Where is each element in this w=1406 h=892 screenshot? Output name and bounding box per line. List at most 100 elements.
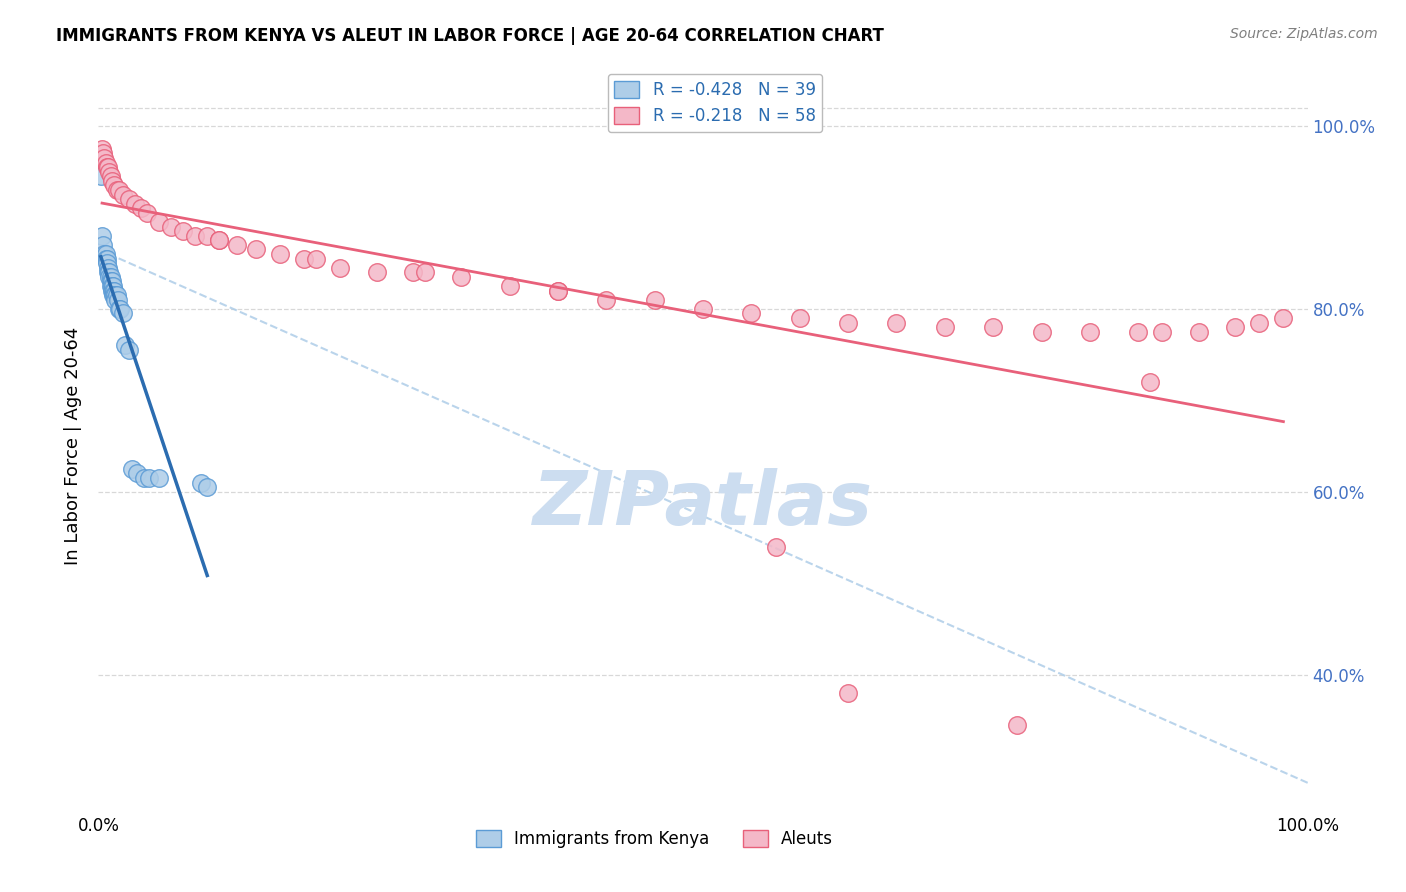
Legend: Immigrants from Kenya, Aleuts: Immigrants from Kenya, Aleuts <box>470 823 839 855</box>
Point <box>547 284 569 298</box>
Point <box>195 480 218 494</box>
Point <box>98 164 121 178</box>
Point <box>329 260 352 275</box>
Point <box>104 288 127 302</box>
Point <box>121 462 143 476</box>
Point <box>692 301 714 316</box>
Point <box>1272 310 1295 325</box>
Point <box>1139 375 1161 389</box>
Point <box>100 275 122 289</box>
Point <box>100 269 122 284</box>
Point <box>103 288 125 302</box>
Point <box>1223 320 1246 334</box>
Point <box>1188 325 1211 339</box>
Point <box>644 293 666 307</box>
Point <box>98 269 121 284</box>
Point <box>96 160 118 174</box>
Point <box>305 252 328 266</box>
Point <box>292 252 315 266</box>
Point <box>245 243 267 257</box>
Point <box>104 293 127 307</box>
Point <box>93 151 115 165</box>
Point <box>886 316 908 330</box>
Point <box>107 293 129 307</box>
Point <box>934 320 956 334</box>
Text: ZIPatlas: ZIPatlas <box>533 468 873 541</box>
Point <box>981 320 1004 334</box>
Point <box>100 279 122 293</box>
Point <box>93 247 115 261</box>
Point <box>226 238 249 252</box>
Point <box>100 275 122 289</box>
Point <box>837 316 859 330</box>
Point <box>184 228 207 243</box>
Point <box>789 310 811 325</box>
Text: IMMIGRANTS FROM KENYA VS ALEUT IN LABOR FORCE | AGE 20-64 CORRELATION CHART: IMMIGRANTS FROM KENYA VS ALEUT IN LABOR … <box>56 27 884 45</box>
Point <box>124 196 146 211</box>
Point <box>195 228 218 243</box>
Point <box>98 265 121 279</box>
Point <box>100 284 122 298</box>
Point <box>105 183 128 197</box>
Point <box>108 183 131 197</box>
Point <box>134 471 156 485</box>
Point <box>740 306 762 320</box>
Point <box>103 284 125 298</box>
Point <box>269 247 291 261</box>
Y-axis label: In Labor Force | Age 20-64: In Labor Force | Age 20-64 <box>65 326 83 566</box>
Point <box>103 178 125 193</box>
Point <box>127 467 149 481</box>
Point <box>96 256 118 270</box>
Point <box>111 187 134 202</box>
Point <box>148 471 170 485</box>
Point <box>97 160 120 174</box>
Point <box>148 215 170 229</box>
Point <box>97 260 120 275</box>
Point <box>135 206 157 220</box>
Point <box>91 146 114 161</box>
Point <box>101 284 124 298</box>
Point <box>101 288 124 302</box>
Point <box>91 228 114 243</box>
Point <box>837 686 859 700</box>
Point <box>94 247 117 261</box>
Point <box>138 471 160 485</box>
Point <box>208 233 231 247</box>
Point <box>208 233 231 247</box>
Point <box>1031 325 1053 339</box>
Point <box>100 279 122 293</box>
Point <box>450 269 472 284</box>
Point <box>118 343 141 357</box>
Point <box>100 174 122 188</box>
Point <box>366 265 388 279</box>
Point <box>94 252 117 266</box>
Text: Source: ZipAtlas.com: Source: ZipAtlas.com <box>1230 27 1378 41</box>
Point <box>108 301 131 316</box>
Point <box>114 338 136 352</box>
Point <box>91 142 114 156</box>
Point <box>172 224 194 238</box>
Point <box>96 252 118 266</box>
Point <box>402 265 425 279</box>
Point <box>547 284 569 298</box>
Point <box>498 279 520 293</box>
Point <box>100 169 122 184</box>
Point <box>90 169 112 184</box>
Point <box>190 475 212 490</box>
Point <box>1007 718 1029 732</box>
Point <box>108 301 131 316</box>
Point <box>105 288 128 302</box>
Point <box>765 540 787 554</box>
Point <box>1128 325 1150 339</box>
Point <box>118 192 141 206</box>
Point <box>94 155 117 169</box>
Point <box>91 238 114 252</box>
Point <box>101 279 124 293</box>
Point <box>160 219 183 234</box>
Point <box>1152 325 1174 339</box>
Point <box>129 201 152 215</box>
Point <box>1078 325 1101 339</box>
Point <box>97 265 120 279</box>
Point <box>111 306 134 320</box>
Point <box>595 293 617 307</box>
